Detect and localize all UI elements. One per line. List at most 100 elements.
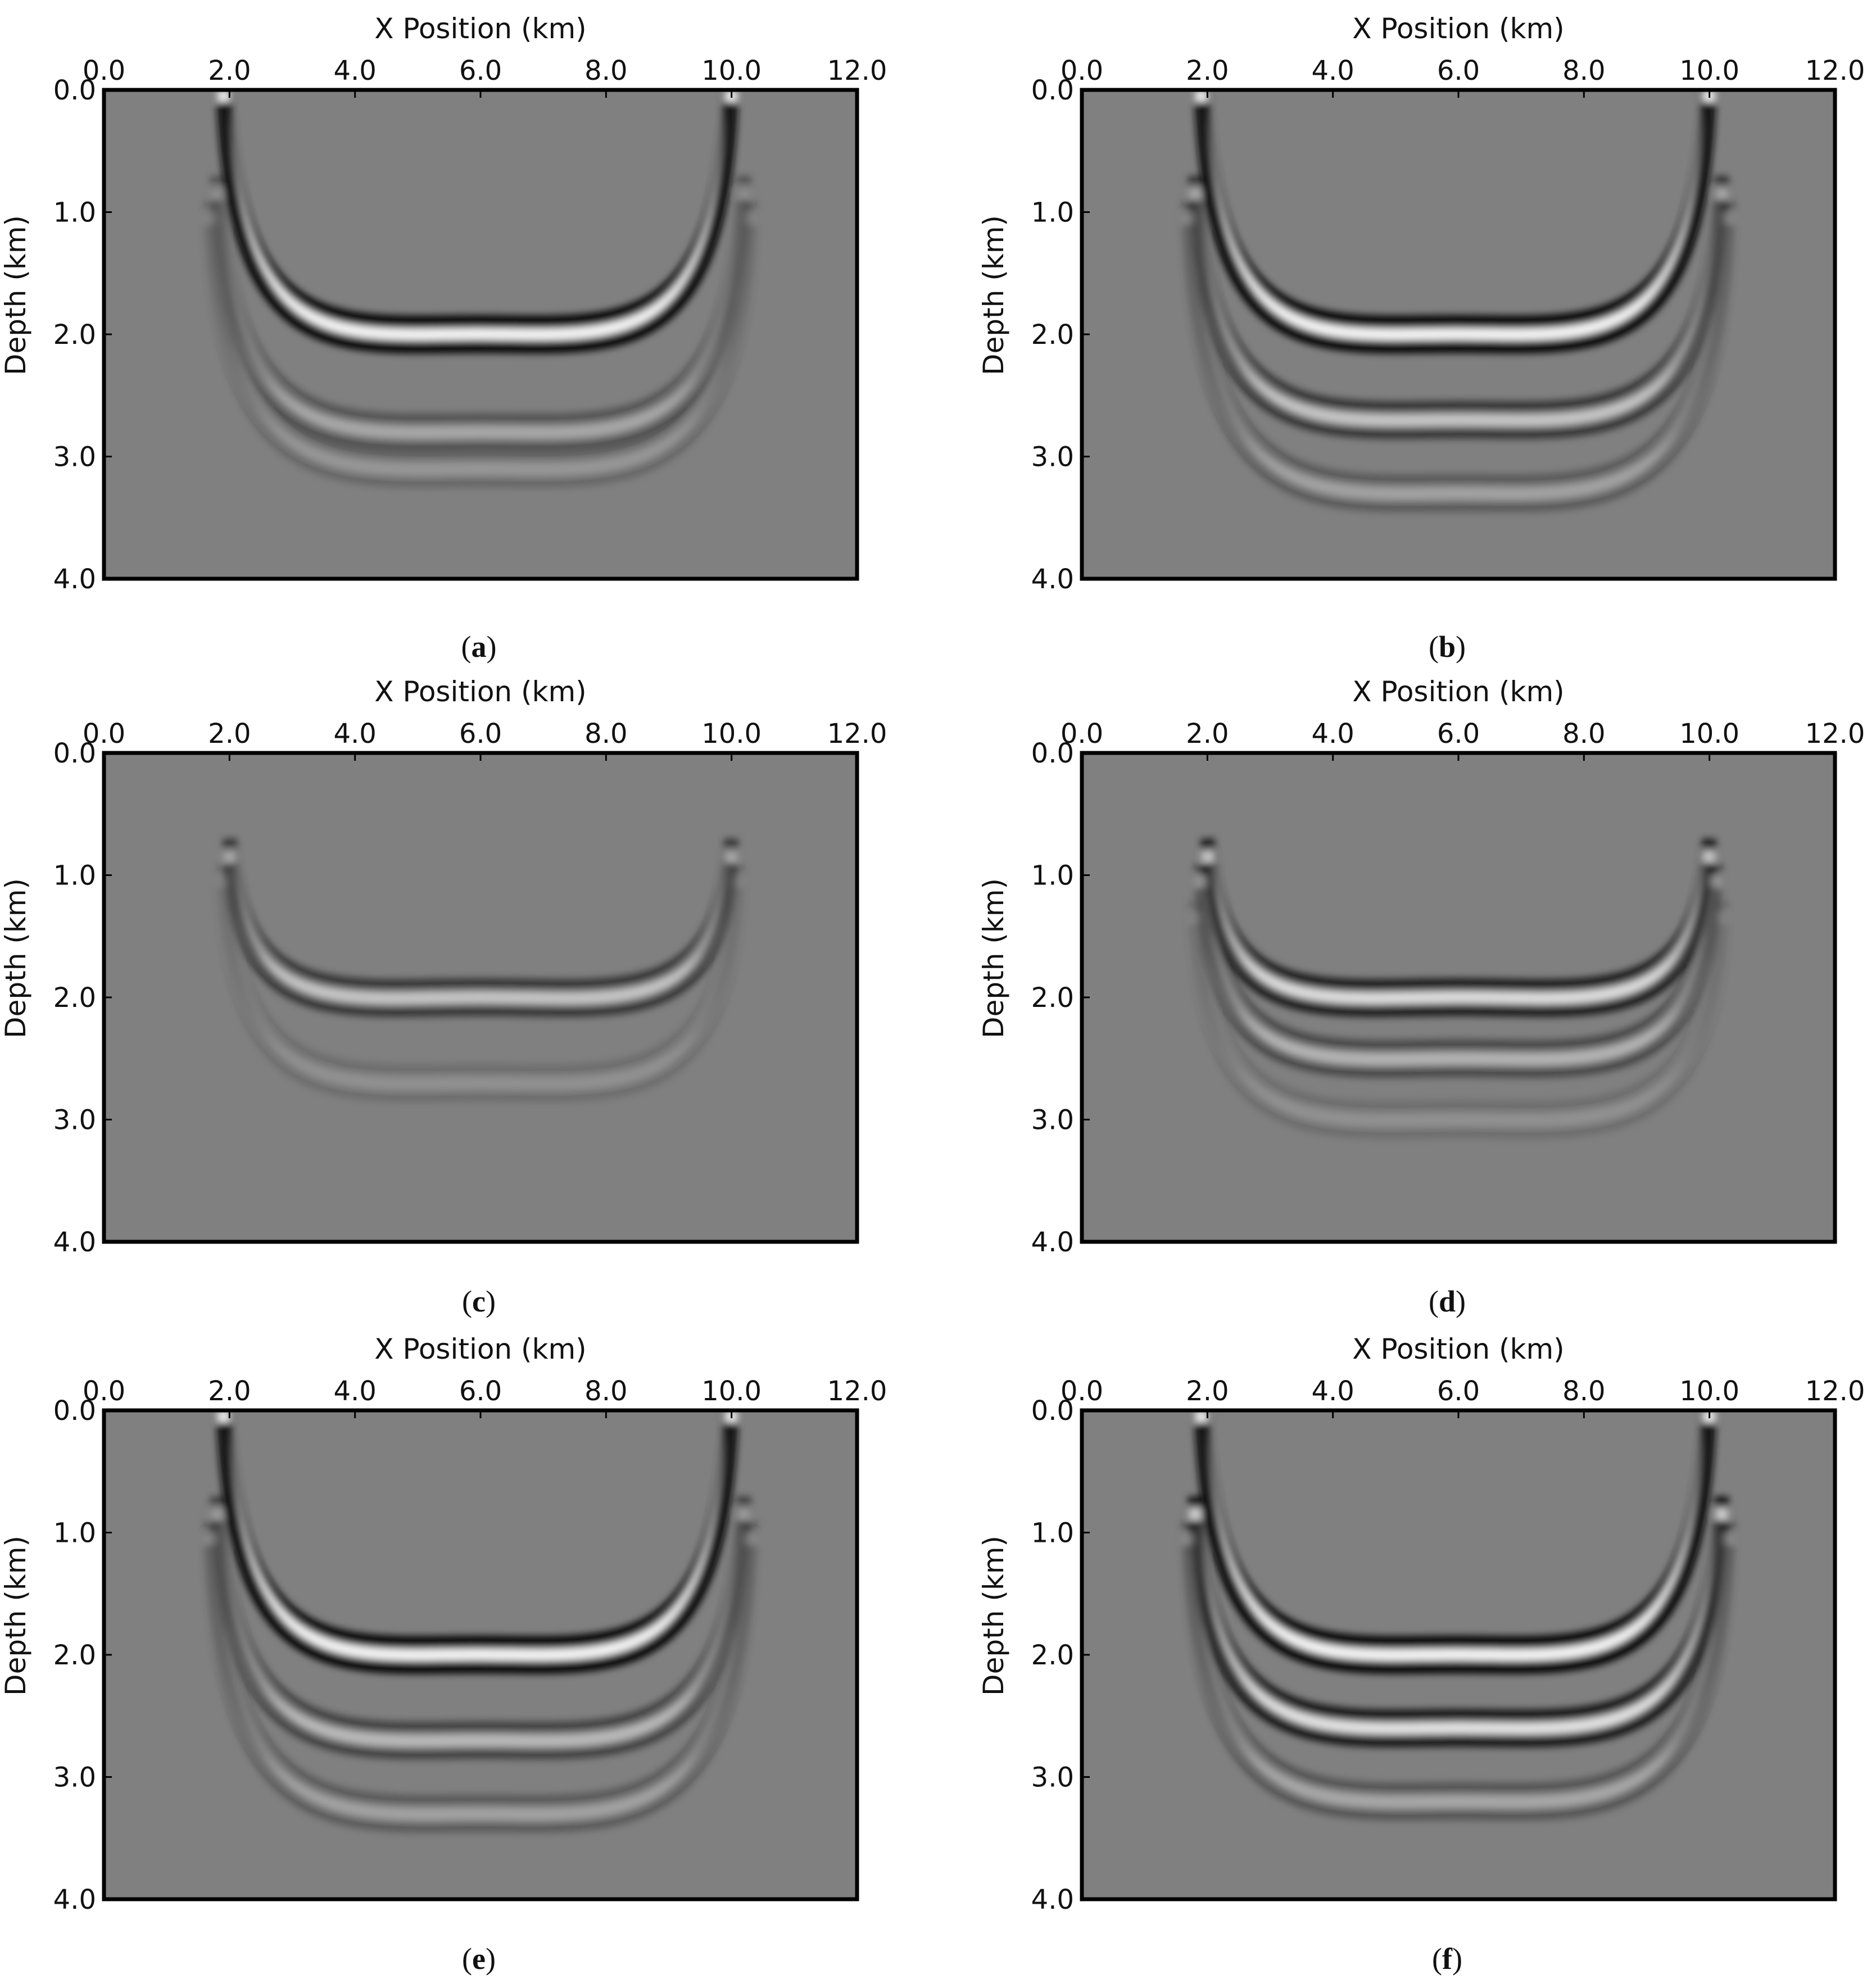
y-tick-label: 4.0 <box>53 1227 96 1258</box>
y-tick-label: 3.0 <box>1031 442 1074 473</box>
y-tick-label: 1.0 <box>1031 1518 1074 1549</box>
panel-d-chart: 0.0 2.0 4.0 6.0 8.0 10.0 12.0 0.0 1.0 2.0 3.0 4.0 X … <box>977 675 1865 1258</box>
x-tick-label: 0.0 <box>83 718 125 750</box>
caption-e-letter: e <box>472 1942 486 1976</box>
x-axis-title: X Position (km) <box>374 675 586 708</box>
caption-c-letter: c <box>472 1285 486 1318</box>
y-tick-label: 4.0 <box>1031 1227 1074 1258</box>
x-tick-label: 8.0 <box>584 1376 627 1407</box>
wavefront-3 <box>1181 1544 1735 1821</box>
caption-f: (f) <box>1432 1942 1462 1976</box>
wavefront-3 <box>203 1544 758 1833</box>
y-axis-title: Depth (km) <box>977 1536 1010 1696</box>
y-tick-label: 0.0 <box>1031 738 1074 769</box>
panel-a: 0.0 2.0 4.0 6.0 8.0 10.0 12.0 0.0 1.0 2.0 3.0 4.0 X … <box>0 0 927 652</box>
wavefront-2 <box>216 863 745 1079</box>
y-tick-label: 2.0 <box>1031 1640 1074 1671</box>
x-tick-label: 8.0 <box>584 718 627 750</box>
y-tick-label: 1.0 <box>1031 860 1074 892</box>
wavefront-2 <box>1188 1495 1729 1724</box>
wavefront-2 <box>216 887 745 1103</box>
y-tick-label: 1.0 <box>53 860 96 892</box>
wavefront-2 <box>210 1495 751 1736</box>
y-tick-label: 1.0 <box>1031 197 1074 229</box>
x-tick-label: 8.0 <box>1562 718 1605 750</box>
caption-b-letter: b <box>1438 630 1456 664</box>
x-tick-label: 8.0 <box>1562 1376 1605 1407</box>
x-tick-label: 8.0 <box>1562 55 1605 87</box>
y-tick-label: 3.0 <box>53 442 96 473</box>
y-tick-label: 2.0 <box>53 319 96 351</box>
wavefront-1 <box>1194 1422 1716 1674</box>
wavefront-2 <box>1188 199 1729 439</box>
caption-d-letter: d <box>1438 1285 1456 1318</box>
y-tick-label: 2.0 <box>1031 319 1074 351</box>
x-tick-label: 2.0 <box>208 718 251 750</box>
y-axis-title: Depth (km) <box>0 215 32 375</box>
x-tick-label: 6.0 <box>459 1376 502 1407</box>
panel-f: 0.0 2.0 4.0 6.0 8.0 10.0 12.0 0.0 1.0 2.0 3.0 4.0 X … <box>977 1320 1876 1972</box>
y-tick-label: 0.0 <box>1031 1395 1074 1427</box>
wavefront-3 <box>1189 911 1728 1127</box>
x-tick-label: 0.0 <box>83 55 125 87</box>
caption-f-letter: f <box>1442 1942 1452 1976</box>
x-tick-label: 12.0 <box>1805 55 1865 87</box>
x-tick-label: 4.0 <box>1311 55 1354 87</box>
panel-b: 0.0 2.0 4.0 6.0 8.0 10.0 12.0 0.0 1.0 2.0 3.0 4.0 X … <box>977 0 1876 652</box>
y-tick-label: 0.0 <box>53 738 96 769</box>
wavefront-2 <box>1195 874 1722 1066</box>
x-tick-label: 10.0 <box>701 718 762 750</box>
y-tick-label: 1.0 <box>53 1518 96 1549</box>
wavefront-1 <box>1194 102 1716 354</box>
x-tick-label: 4.0 <box>1311 718 1354 750</box>
y-tick-label: 3.0 <box>53 1762 96 1794</box>
y-axis-title: Depth (km) <box>0 1536 32 1696</box>
x-tick-label: 10.0 <box>1679 1376 1739 1407</box>
x-axis-title: X Position (km) <box>1352 675 1564 708</box>
wavefront-1 <box>223 850 738 1005</box>
x-tick-label: 2.0 <box>208 55 251 87</box>
wavefront-2 <box>1194 863 1723 1055</box>
panel-b-chart: 0.0 2.0 4.0 6.0 8.0 10.0 12.0 0.0 1.0 2.0 3.0 4.0 X … <box>977 12 1865 595</box>
wavefront-1 <box>223 862 738 1018</box>
x-tick-label: 0.0 <box>83 1376 125 1407</box>
x-tick-label: 6.0 <box>459 718 502 750</box>
y-tick-label: 1.0 <box>53 197 96 229</box>
x-tick-label: 0.0 <box>1061 55 1103 87</box>
y-tick-label: 0.0 <box>53 1395 96 1427</box>
y-tick-label: 4.0 <box>1031 1884 1074 1916</box>
y-tick-label: 3.0 <box>1031 1105 1074 1136</box>
x-axis-title: X Position (km) <box>374 1333 586 1365</box>
x-tick-label: 2.0 <box>1186 55 1229 87</box>
x-tick-label: 4.0 <box>1311 1376 1354 1407</box>
panel-d: 0.0 2.0 4.0 6.0 8.0 10.0 12.0 0.0 1.0 2.0 3.0 4.0 X … <box>977 663 1876 1315</box>
y-axis-title: Depth (km) <box>0 878 32 1038</box>
panel-e: 0.0 2.0 4.0 6.0 8.0 10.0 12.0 0.0 1.0 2.0 3.0 4.0 X … <box>0 1320 927 1972</box>
y-tick-label: 4.0 <box>1031 564 1074 595</box>
y-axis-title: Depth (km) <box>977 215 1010 375</box>
panel-c-chart: 0.0 2.0 4.0 6.0 8.0 10.0 12.0 0.0 1.0 2.0 3.0 4.0 X … <box>0 675 887 1258</box>
x-tick-label: 8.0 <box>584 55 627 87</box>
wavefront-1 <box>1200 838 1717 994</box>
x-tick-label: 10.0 <box>1679 718 1739 750</box>
x-tick-label: 2.0 <box>208 1376 251 1407</box>
panel-f-chart: 0.0 2.0 4.0 6.0 8.0 10.0 12.0 0.0 1.0 2.0 3.0 4.0 X … <box>977 1333 1865 1916</box>
x-tick-label: 10.0 <box>701 1376 762 1407</box>
x-tick-label: 2.0 <box>1186 718 1229 750</box>
y-tick-label: 4.0 <box>53 1884 96 1916</box>
x-axis-title: X Position (km) <box>374 12 586 45</box>
y-tick-label: 3.0 <box>53 1105 96 1136</box>
wavefront-3 <box>1181 224 1735 513</box>
x-tick-label: 4.0 <box>333 718 376 750</box>
x-tick-label: 12.0 <box>1805 1376 1865 1407</box>
y-tick-label: 0.0 <box>1031 75 1074 106</box>
wavefront-3 <box>1188 923 1729 1140</box>
wavefront-1 <box>216 102 738 354</box>
wavefront-3 <box>203 224 758 488</box>
caption-a: (a) <box>461 630 497 664</box>
caption-a-letter: a <box>471 630 487 664</box>
x-tick-label: 4.0 <box>333 55 376 87</box>
x-axis-title: X Position (km) <box>1352 12 1564 45</box>
x-tick-label: 12.0 <box>1805 718 1865 750</box>
x-tick-label: 0.0 <box>1061 1376 1103 1407</box>
